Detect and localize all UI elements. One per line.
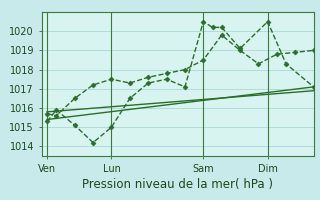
X-axis label: Pression niveau de la mer( hPa ): Pression niveau de la mer( hPa ) [82,178,273,191]
